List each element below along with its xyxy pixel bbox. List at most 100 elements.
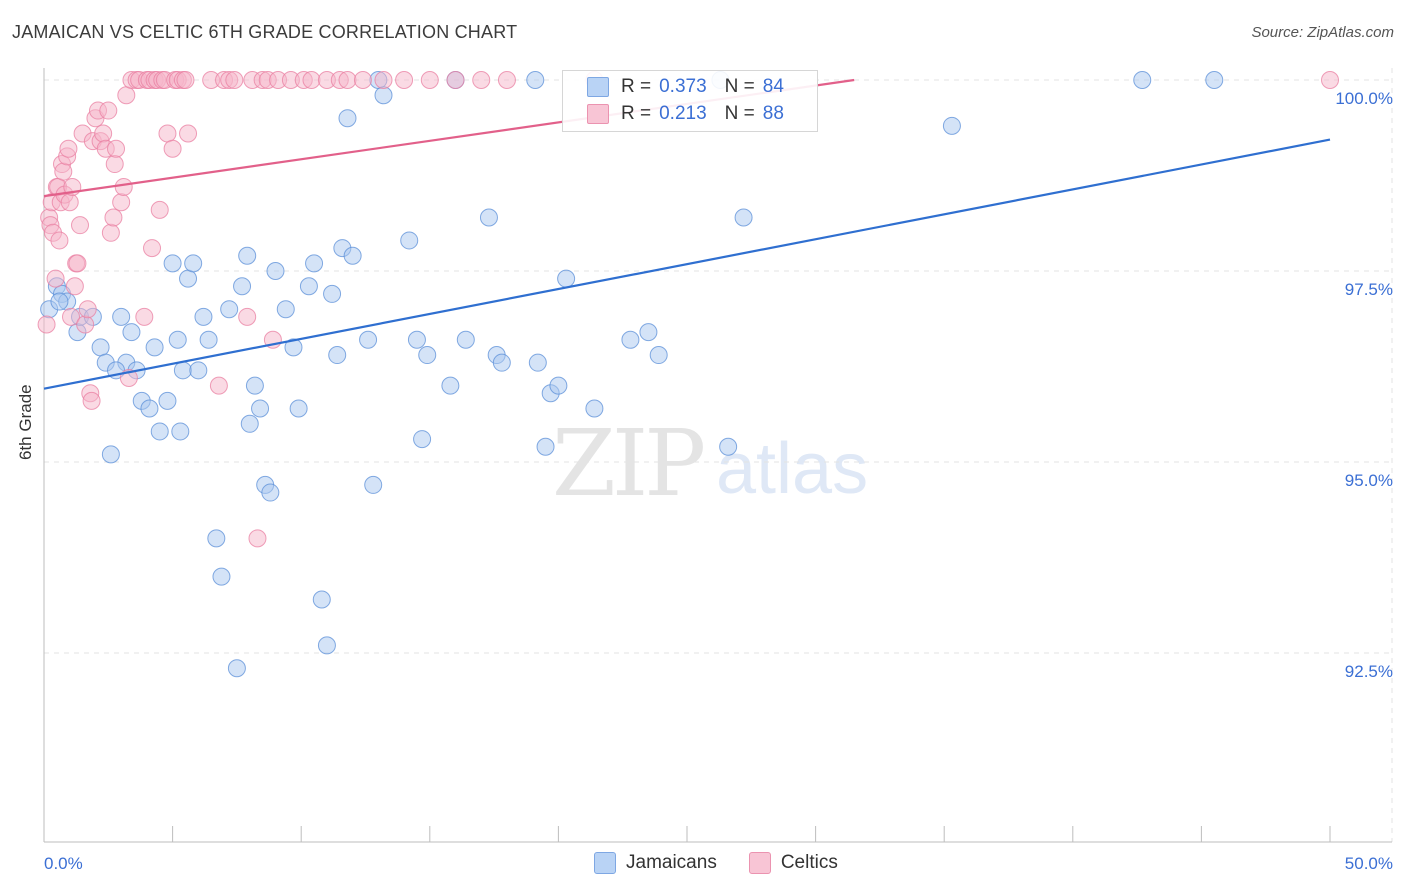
legend-n-label: N = — [724, 103, 755, 124]
celtic-point — [176, 71, 195, 89]
jamaican-point — [122, 323, 141, 342]
jamaican-point — [549, 376, 568, 395]
celtic-point — [62, 307, 81, 326]
jamaican-point — [1133, 71, 1152, 89]
jamaican-point — [101, 445, 120, 464]
chart-title: JAMAICAN VS CELTIC 6TH GRADE CORRELATION… — [12, 22, 518, 42]
celtic-point — [76, 315, 95, 334]
jamaican-point — [364, 475, 383, 494]
y-tick-label: 97.5% — [1345, 280, 1393, 299]
jamaican-point — [227, 659, 246, 678]
jamaican-point — [189, 361, 208, 380]
celtic-point — [143, 239, 162, 258]
legend-swatch-blue — [587, 77, 609, 97]
series-legend: Jamaicans Celtics — [594, 852, 870, 874]
celtic-point — [68, 254, 87, 273]
jamaican-point — [1205, 71, 1224, 89]
celtic-point — [238, 307, 257, 326]
jamaican-point — [194, 307, 213, 326]
celtic-point — [114, 177, 133, 196]
celtic-point — [302, 71, 321, 89]
celtic-point — [60, 193, 79, 212]
celtic-point — [101, 223, 120, 242]
jamaican-point — [184, 254, 203, 273]
jamaican-point — [233, 277, 252, 296]
celtic-point — [105, 155, 124, 174]
celtic-point — [78, 300, 97, 319]
celtic-point — [338, 71, 357, 89]
jamaican-point — [338, 109, 357, 128]
legend-r-label: R = — [621, 103, 652, 124]
celtic-point — [50, 231, 69, 250]
legend-label-celtics: Celtics — [780, 852, 838, 873]
jamaican-point — [91, 338, 110, 357]
celtic-point — [82, 391, 101, 410]
celtic-point — [112, 193, 131, 212]
celtics-swatch — [748, 852, 771, 874]
legend-swatch-pink — [587, 104, 609, 124]
celtic-point — [395, 71, 414, 89]
y-tick-label: 95.0% — [1345, 471, 1393, 490]
jamaican-point — [112, 307, 131, 326]
celtic-point — [472, 71, 491, 89]
jamaican-point — [238, 246, 257, 265]
celtic-point — [94, 124, 113, 143]
celtic-point — [497, 71, 516, 89]
jamaican-point — [179, 269, 198, 288]
legend-item-jamaicans[interactable]: Jamaicans — [594, 852, 717, 874]
jamaican-point — [649, 346, 668, 365]
jamaican-point — [50, 292, 69, 311]
jamaican-point — [359, 330, 378, 349]
celtic-point — [163, 139, 182, 158]
celtic-point — [446, 71, 465, 89]
jamaican-point — [251, 399, 270, 418]
legend-n-value: 84 — [762, 76, 784, 97]
celtic-point — [179, 124, 198, 143]
x-tick-label: 50.0% — [1345, 854, 1393, 873]
jamaican-point — [284, 338, 303, 357]
celtic-point — [420, 71, 439, 89]
jamaican-point — [343, 246, 362, 265]
jamaican-point — [245, 376, 264, 395]
jamaican-point — [418, 346, 437, 365]
legend-r-value: 0.373 — [659, 76, 707, 97]
jamaican-point — [719, 437, 738, 456]
watermark-atlas: atlas — [716, 429, 869, 509]
celtic-point — [209, 376, 228, 395]
legend-r-value: 0.213 — [659, 103, 707, 124]
celtic-point — [59, 139, 78, 158]
y-axis-label: 6th Grade — [16, 384, 35, 460]
jamaican-point — [323, 284, 342, 303]
jamaican-point — [289, 399, 308, 418]
jamaican-point — [207, 529, 226, 548]
jamaican-point — [220, 300, 239, 319]
jamaican-point — [479, 208, 498, 227]
jamaican-point — [536, 437, 555, 456]
celtic-point — [117, 86, 136, 105]
jamaican-point — [173, 361, 192, 380]
jamaican-point — [299, 277, 318, 296]
celtic-point — [150, 200, 169, 219]
celtic-point — [99, 101, 118, 120]
source-label: Source: ZipAtlas.com — [1251, 24, 1394, 41]
stats-legend: R = 0.373 N = 84 R = 0.213 N = 88 — [562, 70, 818, 132]
jamaican-point — [441, 376, 460, 395]
jamaican-point — [199, 330, 218, 349]
jamaicans-swatch — [594, 852, 616, 874]
jamaican-point — [168, 330, 187, 349]
jamaican-point — [407, 330, 426, 349]
jamaicans-trend-line — [43, 138, 1331, 390]
jamaican-point — [276, 300, 295, 319]
jamaican-point — [150, 422, 169, 441]
celtic-point — [54, 162, 73, 181]
celtic-point — [135, 307, 154, 326]
celtic-point — [1321, 71, 1339, 89]
celtic-point — [374, 71, 393, 89]
legend-n-value: 88 — [762, 103, 784, 124]
jamaican-point — [526, 71, 545, 89]
jamaican-point — [158, 391, 177, 410]
jamaican-point — [400, 231, 419, 250]
x-tick-label: 0.0% — [44, 854, 83, 873]
legend-item-celtics[interactable]: Celtics — [748, 852, 838, 874]
